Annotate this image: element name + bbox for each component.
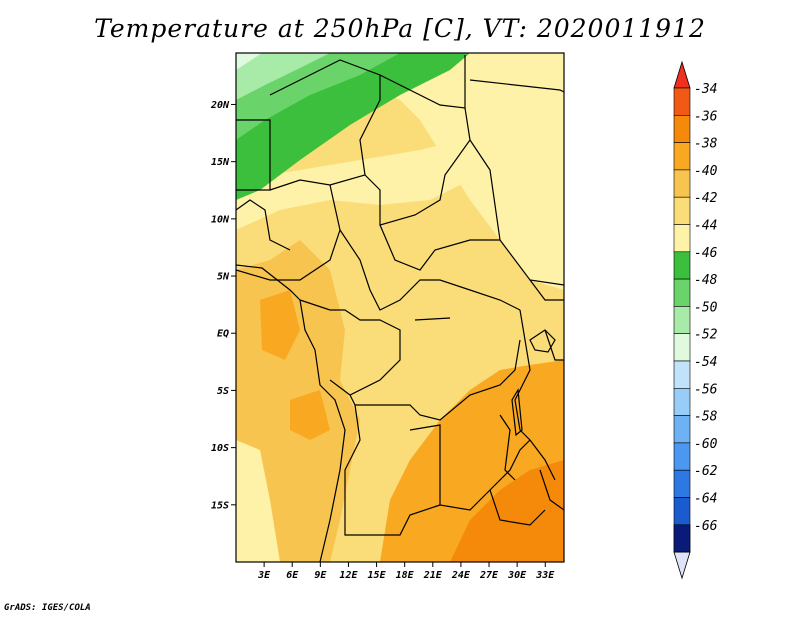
lat-tick-label: 5S [217,386,229,397]
colorbar-label: -38 [694,137,718,152]
lon-tick-label: 27E [479,570,499,581]
lon-tick-label: 6E [286,570,299,581]
colorbar-swatch [673,224,691,253]
colorbar-swatch [673,306,691,334]
lake-malawi [499,414,516,481]
lon-tick-label: 9E [314,570,327,581]
lat-tick-label: 20N [210,100,230,111]
border-kenya [544,329,564,361]
lon-tick-label: 3E [257,570,271,581]
longitude-axis: 3E 6E 9E 12E 15E 18E 21E 24E 27E 30E 33E [257,562,555,581]
border-guinea-coast [236,199,291,251]
lon-tick-label: 30E [507,570,527,581]
border-mali [269,59,381,191]
colorbar-label: -50 [694,300,718,315]
border-mozambique [539,469,564,511]
border-egypt [469,79,564,93]
colorbar-swatch [673,469,691,498]
colorbar-label: -64 [694,492,717,507]
field-minus50 [236,53,330,100]
lon-tick-label: 18E [396,570,415,581]
border-congo-gabon [299,299,401,396]
border-niger-chad [364,107,471,226]
lon-tick-label: 12E [339,570,358,581]
border-zambia [409,424,531,511]
border-angola [344,404,441,536]
border-mauritania-mali [236,119,271,191]
colorbar-label: -48 [694,273,718,288]
colorbar-swatch-end [673,524,691,553]
lake-victoria [529,329,556,353]
border-uganda [529,279,564,301]
lat-tick-label: 15S [211,500,229,511]
field-minus36-south [450,460,564,562]
country-borders [236,55,564,562]
field-minus44-ne [330,53,564,290]
colorbar-swatch [673,196,691,225]
chart-title: Temperature at 250hPa [C], VT: 202001191… [94,14,706,43]
lat-tick-label: 10S [211,443,229,454]
coastline-west [236,264,346,562]
lat-tick-label: 5N [217,272,230,283]
colorbar-swatch [673,115,691,143]
colorbar-swatch [673,333,691,362]
colorbar-swatch [673,278,691,307]
colorbar-swatch [673,415,691,444]
lat-tick-label: 15N [211,157,230,168]
border-drc-angola [349,339,521,421]
colorbar-label: -56 [694,382,718,397]
grads-credit: GrADS: IGES/COLA [4,603,91,613]
border-east-lakes [514,309,556,481]
colorbar-label: -44 [694,219,717,234]
river-congo [414,317,451,321]
lakes [414,317,556,437]
border-chad-car [379,224,500,271]
border-zimbabwe [489,489,546,526]
colorbar-swatch [673,387,691,416]
temperature-field [236,53,564,562]
lon-tick-label: 33E [535,570,555,581]
colorbar-label: -34 [694,82,717,97]
colorbar-label: -36 [694,109,718,124]
latitude-axis: 20N 15N 10N 5N EQ 5S 10S 15S [210,100,236,511]
lake-tanganyika [511,388,523,437]
field-minus44-sw [236,440,280,562]
colorbar-label: -62 [694,464,718,479]
border-nigeria [236,184,341,281]
map-frame [235,52,565,563]
lat-tick-label: 10N [211,214,230,225]
colorbar-swatch [673,87,691,116]
colorbar-label: -54 [694,355,717,370]
colorbar-bottom-arrow [673,551,691,580]
lon-tick-label: 24E [451,570,471,581]
colorbar-label: -46 [694,246,718,261]
lon-tick-label: 15E [368,570,387,581]
colorbar-swatch [673,169,691,198]
colorbar-label: -60 [694,437,718,452]
colorbar-label: -42 [694,191,718,206]
colorbar-swatch [673,497,691,526]
lat-tick-label: EQ [217,329,229,340]
colorbar: -34 -36 -38 -40 -42 -44 -46 -48 -50 -52 -54 -56 -58 -… [673,60,718,580]
colorbar-label: -40 [694,164,718,179]
field-minus38-coast [290,390,330,440]
field-minus52 [236,53,262,70]
lon-tick-label: 21E [423,570,443,581]
colorbar-swatch [673,142,691,171]
border-car-drc [339,229,521,311]
border-niger-libya [379,55,466,109]
colorbar-label: -66 [694,519,718,534]
colorbar-label: -58 [694,410,718,425]
colorbar-swatch [673,251,691,280]
colorbar-swatch [673,442,691,471]
field-minus38-gabon [260,290,300,360]
colorbar-top-arrow [673,60,691,89]
colorbar-label: -52 [694,328,718,343]
colorbar-swatch [673,360,691,389]
field-minus44-north [236,140,470,230]
